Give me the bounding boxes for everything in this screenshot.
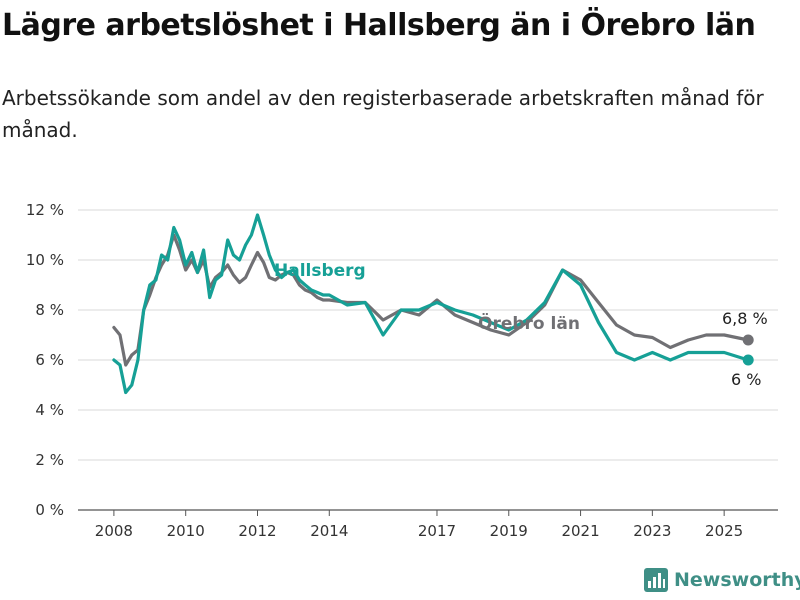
brand-name: Newsworthy xyxy=(674,569,800,591)
end-point-orebro xyxy=(742,334,754,346)
x-tick-label: 2021 xyxy=(561,522,599,540)
y-axis-ticks: 0 % 2 % 4 % 6 % 8 % 10 % 12 % xyxy=(26,201,64,519)
y-tick-label: 2 % xyxy=(35,451,64,469)
series-label-orebro: Örebro län xyxy=(478,312,580,334)
x-tick-label: 2010 xyxy=(167,522,205,540)
series xyxy=(112,213,754,395)
x-tick-label: 2014 xyxy=(310,522,348,540)
y-tick-label: 6 % xyxy=(35,351,64,369)
x-tick-label: 2017 xyxy=(418,522,456,540)
newsworthy-logo-icon xyxy=(644,568,668,592)
series-line-hallsberg xyxy=(112,213,750,395)
y-tick-label: 10 % xyxy=(26,251,64,269)
x-tick-label: 2023 xyxy=(633,522,671,540)
chart-title: Lägre arbetslöshet i Hallsberg än i Öreb… xyxy=(2,8,756,43)
x-tick-label: 2012 xyxy=(238,522,276,540)
x-tick-label: 2025 xyxy=(705,522,743,540)
y-tick-label: 0 % xyxy=(35,501,64,519)
end-point-hallsberg xyxy=(742,354,754,366)
x-tick-label: 2019 xyxy=(490,522,528,540)
y-tick-label: 8 % xyxy=(35,301,64,319)
brand-logo: Newsworthy xyxy=(644,568,800,592)
series-line-orebro xyxy=(112,233,750,367)
y-tick-label: 4 % xyxy=(35,401,64,419)
end-value-orebro: 6,8 % xyxy=(722,309,768,328)
x-axis-ticks: 2008 2010 2012 2014 2017 2019 2021 2023 2025 xyxy=(95,510,743,540)
series-label-hallsberg: Hallsberg xyxy=(274,261,366,281)
chart-subtitle: Arbetssökande som andel av den registerb… xyxy=(2,86,764,142)
x-tick-label: 2008 xyxy=(95,522,133,540)
y-tick-label: 12 % xyxy=(26,201,64,219)
end-value-hallsberg: 6 % xyxy=(731,370,761,389)
